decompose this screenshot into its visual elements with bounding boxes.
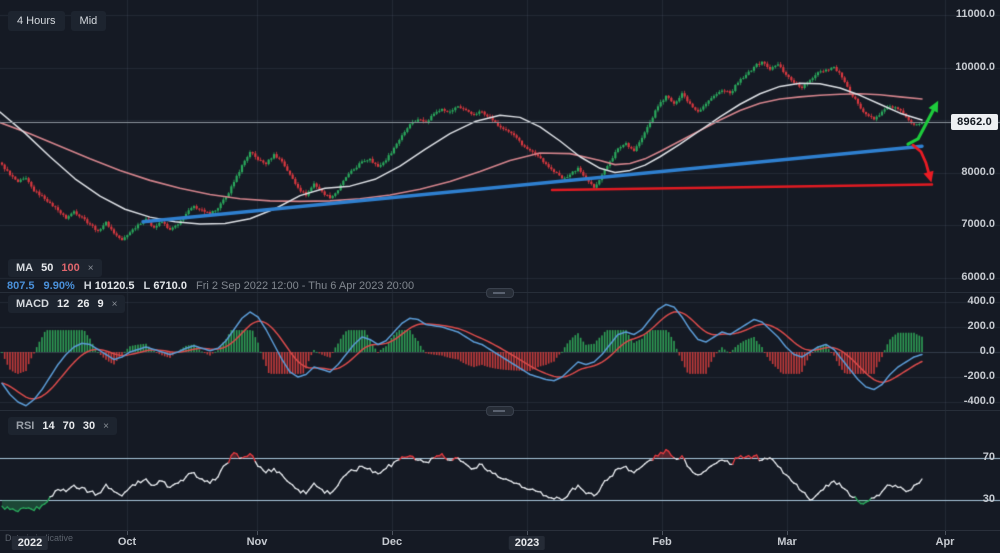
high-readout: H 10120.5 xyxy=(84,280,135,292)
time-axis-tick xyxy=(527,531,528,535)
price-type-button[interactable]: Mid xyxy=(70,11,107,31)
macd-axis-label: -200.0 xyxy=(963,370,995,382)
macd-fast-period: 12 xyxy=(57,298,70,310)
panel-resize-handle[interactable] xyxy=(486,406,514,416)
time-axis-tick xyxy=(257,531,258,535)
low-label: L xyxy=(143,280,151,292)
time-axis-tick xyxy=(787,531,788,535)
time-axis-label: 2023 xyxy=(508,536,546,550)
macd-axis-label: 0.0 xyxy=(979,345,995,357)
time-axis-label: 2022 xyxy=(11,536,49,550)
time-axis-tick xyxy=(392,531,393,535)
macd-slow-period: 26 xyxy=(77,298,90,310)
date-range: Fri 2 Sep 2022 12:00 - Thu 6 Apr 2023 20… xyxy=(195,280,415,292)
time-axis[interactable]: Data is indicative 2022OctNovDec2023FebM… xyxy=(0,530,1000,553)
timeframe-button[interactable]: 4 Hours xyxy=(8,11,65,31)
macd-legend-name: MACD xyxy=(16,298,49,310)
low-readout: L 6710.0 xyxy=(144,280,187,292)
data-window: 807.5 9.90% H 10120.5 L 6710.0 Fri 2 Sep… xyxy=(7,280,414,292)
rsi-indicator-legend[interactable]: RSI 14 70 30 × xyxy=(8,417,117,435)
macd-axis-label: 400.0 xyxy=(967,295,995,307)
change-value: 807.5 xyxy=(7,280,35,292)
ma50-period-label: 50 xyxy=(41,262,54,274)
panel-resize-handle[interactable] xyxy=(486,288,514,298)
rsi-oversold-level: 30 xyxy=(82,420,96,432)
rsi-period: 14 xyxy=(42,420,55,432)
rsi-legend-close-icon[interactable]: × xyxy=(103,420,109,432)
high-value: 10120.5 xyxy=(94,280,135,292)
macd-indicator-legend[interactable]: MACD 12 26 9 × xyxy=(8,295,126,313)
time-axis-tick xyxy=(662,531,663,535)
ma-legend-name: MA xyxy=(16,262,34,274)
ma-indicator-legend[interactable]: MA 50 100 × xyxy=(8,259,102,277)
time-axis-label: Apr xyxy=(935,536,955,548)
ma100-period-label: 100 xyxy=(61,262,80,274)
high-label: H xyxy=(83,280,92,292)
low-value: 6710.0 xyxy=(153,280,187,292)
price-axis-label: 10000.0 xyxy=(955,61,995,73)
time-axis-label: Dec xyxy=(381,536,403,548)
macd-panel-canvas[interactable] xyxy=(0,292,1000,410)
rsi-axis-label: 30 xyxy=(982,493,995,505)
ma-legend-close-icon[interactable]: × xyxy=(87,262,94,274)
macd-axis-label: 200.0 xyxy=(967,320,995,332)
time-axis-label: Mar xyxy=(777,536,797,548)
price-axis-label: 8000.0 xyxy=(961,166,995,178)
rsi-axis-label: 70 xyxy=(982,451,995,463)
change-percent: 9.90% xyxy=(43,280,75,292)
main-chart-canvas[interactable] xyxy=(0,0,1000,292)
rsi-legend-name: RSI xyxy=(16,420,35,432)
price-axis-label: 7000.0 xyxy=(961,218,995,230)
time-axis-label: Nov xyxy=(246,536,268,548)
chart-toolbar: 4 Hours Mid xyxy=(8,11,107,31)
price-axis-label: 11000.0 xyxy=(955,8,995,20)
rsi-overbought-level: 70 xyxy=(62,420,75,432)
time-axis-label: Oct xyxy=(117,536,137,548)
time-axis-label: Feb xyxy=(652,536,672,548)
rsi-panel-canvas[interactable] xyxy=(0,410,1000,530)
macd-signal-period: 9 xyxy=(97,298,104,310)
price-axis-label: 6000.0 xyxy=(961,271,995,283)
time-axis-tick xyxy=(945,531,946,535)
macd-axis-label: -400.0 xyxy=(963,395,995,407)
macd-legend-close-icon[interactable]: × xyxy=(111,298,118,310)
current-price-badge: 8962.0 xyxy=(951,114,998,130)
time-axis-tick xyxy=(127,531,128,535)
